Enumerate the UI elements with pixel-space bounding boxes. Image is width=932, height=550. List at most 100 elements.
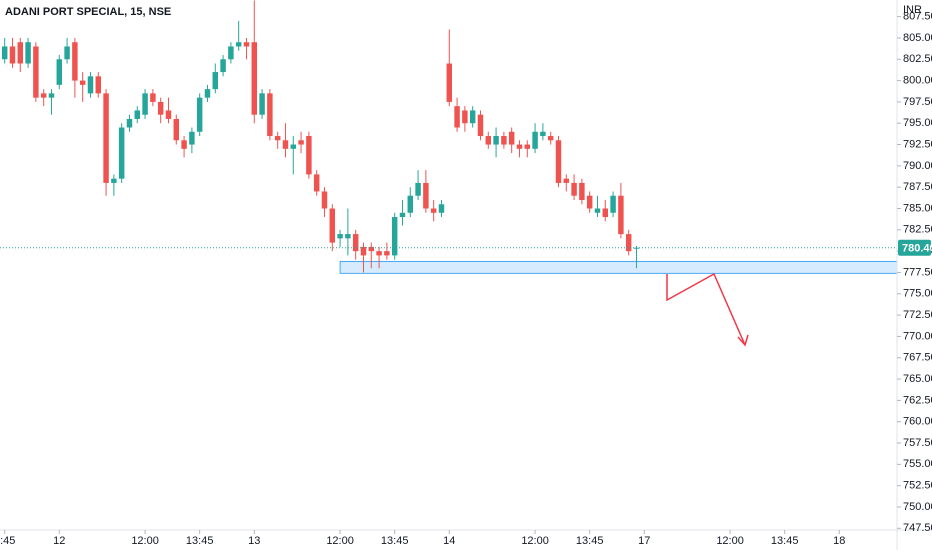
- x-tick-label: 13:45: [186, 535, 214, 547]
- x-tick-label: 12: [53, 535, 65, 547]
- candle-body: [251, 42, 258, 115]
- candle-body: [493, 136, 499, 145]
- y-tick-label: 765.00: [903, 373, 932, 385]
- candle-body: [306, 136, 312, 175]
- drawn-arrow: [666, 272, 746, 346]
- candle-body: [610, 195, 616, 213]
- candle-body: [33, 46, 39, 98]
- candle-body: [243, 42, 250, 47]
- y-tick-label: 770.00: [903, 330, 932, 342]
- candle-body: [259, 93, 265, 115]
- support-zone: [339, 260, 898, 274]
- candle-body: [298, 140, 304, 145]
- y-tick-label: 760.00: [903, 416, 932, 428]
- y-tick-label: 807.50: [903, 11, 932, 23]
- candle-body: [594, 208, 601, 213]
- y-tick-label: 767.50: [903, 352, 932, 364]
- candle-body: [321, 191, 328, 209]
- plot-area: [1, 0, 898, 274]
- candle-body: [40, 93, 47, 98]
- candle-body: [391, 217, 398, 256]
- candle-body: [532, 131, 538, 149]
- y-tick-label: 772.50: [903, 309, 932, 321]
- y-tick-label: 757.50: [903, 437, 932, 449]
- candle-body: [64, 46, 70, 60]
- candle-body: [204, 89, 211, 98]
- candle-body: [462, 110, 468, 124]
- y-tick-label: 750.00: [903, 501, 932, 513]
- y-tick-label: 797.50: [903, 96, 932, 108]
- x-tick-label: 18: [833, 535, 845, 547]
- candle-body: [173, 118, 180, 141]
- candle-body: [25, 42, 31, 64]
- candle-body: [485, 136, 492, 145]
- last-price-box: [898, 239, 931, 256]
- y-tick-label: 777.50: [903, 266, 932, 278]
- y-tick-label: 787.50: [903, 181, 932, 193]
- candle-body: [337, 234, 343, 239]
- candle-body: [376, 251, 382, 256]
- candle-body: [267, 93, 273, 137]
- chart-title: ADANI PORT SPECIAL, 15, NSE: [5, 6, 171, 18]
- y-tick-label: 782.50: [903, 224, 932, 236]
- y-tick-label: 805.00: [903, 32, 932, 44]
- candle-body: [150, 93, 156, 102]
- candle-body: [79, 80, 86, 85]
- candle-body: [87, 76, 94, 94]
- candle-body: [384, 251, 390, 256]
- x-tick-label: 13: [248, 535, 260, 547]
- candle-body: [118, 127, 125, 179]
- candle-body: [95, 76, 102, 94]
- y-tick-label: 785.00: [903, 202, 932, 214]
- candle-body: [48, 93, 55, 98]
- candle-body: [547, 136, 554, 141]
- candle-body: [446, 63, 453, 102]
- candle-body: [313, 174, 320, 192]
- candle-body: [17, 42, 24, 64]
- x-tick-label: 13:45: [771, 535, 799, 547]
- candle-body: [134, 110, 141, 119]
- candle-body: [9, 46, 16, 64]
- candle-body: [212, 72, 219, 90]
- candle-body: [329, 208, 336, 243]
- candle-body: [126, 118, 133, 128]
- candle-body: [586, 195, 593, 209]
- y-tick-label: 802.50: [903, 53, 932, 65]
- x-tick-label: 12:00: [521, 535, 549, 547]
- candle-body: [407, 195, 414, 213]
- candle-body: [228, 46, 234, 60]
- y-tick-label: 747.50: [903, 522, 932, 534]
- candle-body: [360, 246, 367, 256]
- y-tick-label: 800.00: [903, 74, 932, 86]
- candle-body: [477, 114, 484, 137]
- x-tick-label: 12:00: [131, 535, 159, 547]
- candle-body: [290, 144, 297, 149]
- y-tick-label: 795.00: [903, 117, 932, 129]
- candle-body: [469, 110, 476, 124]
- x-tick-label: 12:00: [326, 535, 354, 547]
- candle-body: [345, 234, 351, 239]
- candle-body: [438, 204, 445, 213]
- candle-body: [235, 42, 242, 47]
- x-tick-label: 13:45: [576, 535, 604, 547]
- y-tick-label: 790.00: [903, 160, 932, 172]
- candle-body: [181, 140, 187, 149]
- candle-body: [516, 144, 523, 149]
- y-tick-label: 755.00: [903, 458, 932, 470]
- candle-body: [399, 212, 406, 218]
- candle-body: [56, 59, 63, 85]
- candle-body: [220, 59, 226, 73]
- candle-body: [618, 195, 624, 235]
- candle-body: [540, 131, 546, 137]
- candle-body: [423, 182, 429, 209]
- y-tick-label: 775.00: [903, 288, 932, 300]
- candle-body: [625, 234, 632, 252]
- candle-body: [415, 182, 421, 196]
- candle-body: [501, 136, 507, 145]
- candle-body: [430, 208, 437, 213]
- candle-body: [524, 144, 531, 149]
- candle-body: [157, 101, 164, 115]
- x-tick-label: 13:45: [381, 535, 409, 547]
